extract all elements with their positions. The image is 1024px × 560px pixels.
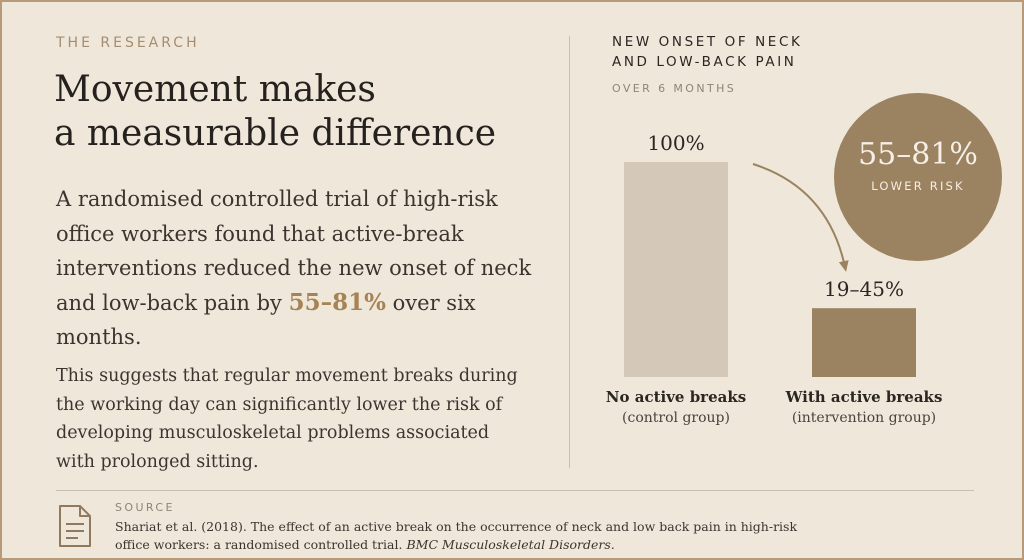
chart-title-line-2: AND LOW-BACK PAIN xyxy=(612,54,797,70)
badge-label: LOWER RISK xyxy=(871,179,965,193)
supporting-paragraph: This suggests that regular movement brea… xyxy=(56,366,518,472)
horizontal-divider xyxy=(56,490,974,491)
document-icon xyxy=(59,505,91,547)
value-label-with-active-breaks: 19–45% xyxy=(824,277,904,301)
vertical-divider xyxy=(569,36,570,468)
lead-paragraph: A randomised controlled trial of high-ri… xyxy=(56,182,546,355)
headline: Movement makes a measurable difference xyxy=(54,68,554,156)
badge-value: 55–81% xyxy=(858,137,978,172)
source-citation: Shariat et al. (2018). The effect of an … xyxy=(115,518,815,554)
chart-title-line-1: NEW ONSET OF NECK xyxy=(612,34,803,50)
bar-no-active-breaks xyxy=(624,162,728,377)
eyebrow-label: THE RESEARCH xyxy=(56,35,200,51)
lead-highlight: 55–81% xyxy=(288,288,386,316)
citation-text: Shariat et al. (2018). The effect of an … xyxy=(115,519,798,552)
source-label: SOURCE xyxy=(115,501,175,514)
reduction-arrow xyxy=(752,163,849,272)
category-label-no-active-breaks: No active breaks xyxy=(606,388,746,406)
chart-subtitle: OVER 6 MONTHS xyxy=(612,82,737,95)
bar-chart: 100% 19–45% No active breaks With active… xyxy=(606,131,943,426)
category-label-with-active-breaks: With active breaks xyxy=(785,388,943,406)
value-label-no-active-breaks: 100% xyxy=(647,131,704,155)
category-sublabel-intervention: (intervention group) xyxy=(792,410,936,426)
chart-title: NEW ONSET OF NECK AND LOW-BACK PAIN xyxy=(612,32,872,72)
category-sublabel-control: (control group) xyxy=(622,410,730,426)
bar-with-active-breaks xyxy=(812,308,916,377)
journal-name: BMC Musculoskeletal Disorders. xyxy=(406,537,615,552)
lead-text-after: over six months. xyxy=(56,290,476,350)
lead-text-before: A randomised controlled trial of high-ri… xyxy=(56,187,532,315)
headline-line-2: a measurable difference xyxy=(54,113,497,154)
lower-risk-badge: 55–81% LOWER RISK xyxy=(834,93,1002,261)
headline-line-1: Movement makes xyxy=(54,69,376,110)
